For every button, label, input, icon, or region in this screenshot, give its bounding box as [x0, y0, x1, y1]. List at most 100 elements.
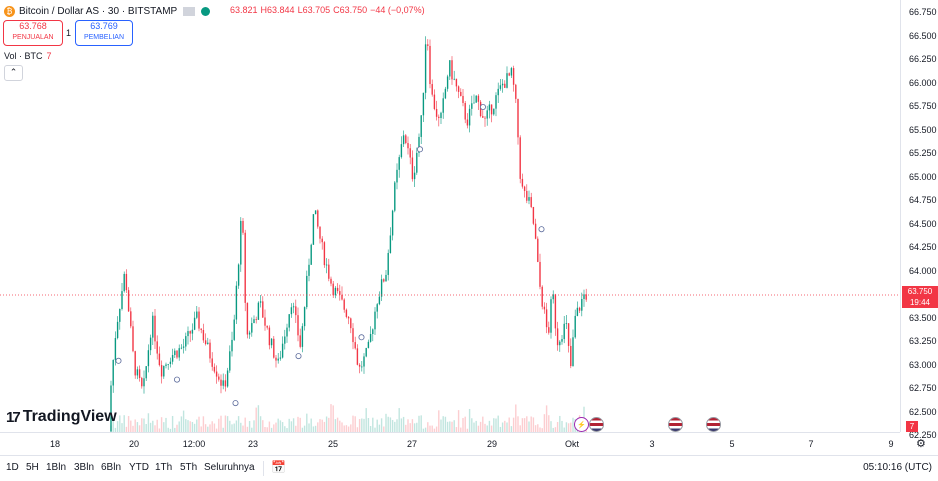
volume-bar [246, 426, 249, 432]
volume-bar [308, 423, 310, 432]
volume-bar [310, 418, 312, 432]
candle-body [398, 157, 400, 170]
volume-bar [358, 419, 361, 432]
volume-bar [521, 418, 524, 432]
bottom-toolbar: 1D 5H 1Bln 3Bln 6Bln YTD 1Th 5Th Seluruhnya 📅 05… [0, 455, 938, 481]
calendar-icon[interactable]: 📅 [271, 460, 286, 474]
candle-body [209, 342, 211, 359]
us-event-icon[interactable] [668, 417, 683, 432]
volume-bar [114, 427, 117, 432]
price-tick-label: 65.250 [909, 148, 937, 158]
volume-bar [515, 404, 517, 432]
volume-bar [407, 419, 409, 432]
range-button[interactable]: Seluruhnya [204, 462, 255, 473]
price-tick-label: 66.000 [909, 77, 937, 88]
collapse-legend-button[interactable]: ⌃ [4, 65, 23, 81]
volume-bar [134, 419, 136, 432]
tradingview-logo[interactable]: 17 TradingView [6, 408, 117, 426]
volume-bar [229, 420, 231, 432]
candle-body [477, 95, 480, 102]
volume-bar [495, 418, 497, 432]
candle-body [295, 306, 297, 316]
volume-bar [180, 416, 183, 432]
price-tick-label: 63.250 [909, 336, 937, 346]
volume-bar [356, 427, 359, 432]
volume-legend[interactable]: Vol · BTC 7 [4, 51, 52, 61]
volume-bar [530, 416, 532, 432]
trade-marker [232, 400, 239, 407]
volume-bar [127, 416, 130, 432]
utc-clock[interactable]: 05:10:16 (UTC) [863, 462, 932, 473]
candle-body [495, 95, 497, 109]
volume-bar [345, 425, 348, 432]
chart-canvas[interactable]: ₿ Bitcoin / Dollar AS · 30 · BITSTAMP 63… [0, 0, 900, 432]
volume-bar [561, 420, 563, 432]
trade-marker [416, 146, 423, 153]
symbol-title[interactable]: Bitcoin / Dollar AS · 30 · BITSTAMP [19, 5, 178, 17]
range-button[interactable]: 5H [26, 462, 39, 473]
candle-body [231, 339, 233, 352]
us-event-icon[interactable] [589, 417, 604, 432]
volume-bar [550, 421, 552, 432]
volume-bar [130, 420, 132, 432]
volume-bar [438, 410, 440, 432]
candle-body [462, 95, 464, 103]
candle-body [413, 172, 416, 180]
sell-button[interactable]: 63.768 PENJUALAN [3, 20, 63, 46]
candle-body [180, 347, 183, 349]
volume-bar [156, 419, 158, 432]
price-tick-label: 65.500 [909, 124, 937, 135]
symbol-legend[interactable]: ₿ Bitcoin / Dollar AS · 30 · BITSTAMP [4, 3, 211, 19]
price-axis[interactable]: 66.750 66.500 66.250 66.000 65.750 65.500 65.2… [900, 0, 938, 440]
candle-body [530, 197, 532, 208]
range-button[interactable]: 5Th [180, 462, 198, 473]
volume-bar [451, 421, 453, 432]
candle-body [510, 68, 513, 76]
candle-body [215, 371, 218, 377]
flag-icon[interactable] [183, 6, 196, 16]
range-button[interactable]: 1Bln [46, 462, 67, 473]
candle-body [440, 112, 442, 119]
candle-body [548, 327, 550, 333]
volume-bar [330, 404, 332, 432]
candle-body [127, 290, 130, 312]
candle-body [455, 78, 458, 87]
volume-bar [431, 425, 433, 432]
volume-bar [479, 421, 482, 432]
price-tick-label: 64.000 [909, 265, 937, 276]
candle-body [460, 91, 462, 96]
candle-body [378, 296, 381, 305]
candle-body [132, 326, 134, 352]
candle-body [165, 364, 167, 366]
candle-body [411, 157, 414, 180]
range-button[interactable]: 3Bln [74, 462, 95, 473]
time-axis[interactable]: 18 20 12:00 23 25 27 29 Okt 3 5 7 9 [0, 432, 900, 455]
candle-body [528, 197, 530, 201]
us-event-icon[interactable] [706, 417, 721, 432]
volume-bar [193, 423, 196, 432]
range-button[interactable]: 6Bln [101, 462, 122, 473]
candle-body [369, 333, 372, 342]
candle-body [416, 152, 418, 173]
volume-bar [512, 417, 515, 432]
price-chart[interactable] [0, 0, 900, 432]
volume-bar [191, 421, 194, 432]
volume-bar [523, 418, 526, 432]
candle-body [158, 353, 161, 366]
candle-body [147, 350, 150, 367]
lightning-event-icon[interactable]: ⚡ [574, 417, 589, 432]
settings-gear-icon[interactable]: ⚙ [916, 438, 926, 450]
range-button[interactable]: YTD [129, 462, 149, 473]
volume-bar [235, 420, 238, 432]
candle-body [350, 318, 352, 329]
candle-body [339, 291, 341, 295]
candle-body [193, 317, 196, 330]
volume-bar [554, 427, 557, 432]
range-button[interactable]: 1D [6, 462, 19, 473]
candle-body [141, 377, 143, 387]
volume-bar [198, 416, 200, 432]
range-button[interactable]: 1Th [155, 462, 173, 473]
volume-bar [510, 426, 513, 432]
buy-button[interactable]: 63.769 PEMBELIAN [75, 20, 133, 46]
candle-body [504, 83, 506, 88]
